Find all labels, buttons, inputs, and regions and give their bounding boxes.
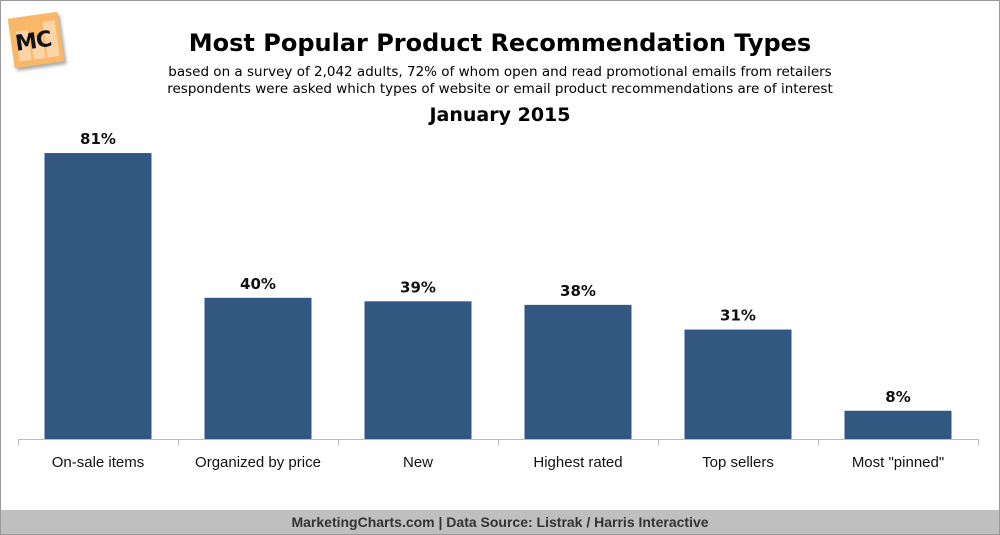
category-label: On-sale items [52, 454, 145, 471]
bar-2 [364, 301, 472, 439]
bar-chart: 81% On-sale items 40% Organized by price 39%… [18, 130, 979, 471]
category-label: New [403, 454, 433, 471]
bar-4 [684, 329, 792, 439]
bar-5 [844, 410, 952, 439]
data-label: 38% [560, 282, 596, 300]
data-label: 39% [400, 278, 436, 296]
chart-subtitle-1: based on a survey of 2,042 adults, 72% o… [168, 64, 832, 80]
chart-date: January 2015 [429, 104, 571, 126]
data-label: 31% [720, 307, 756, 325]
category-label: Highest rated [533, 454, 622, 471]
bar-1 [204, 297, 312, 439]
category-label: Most "pinned" [852, 454, 944, 471]
category-label: Organized by price [195, 454, 321, 471]
data-label: 40% [240, 275, 276, 293]
chart-subtitle-2: respondents were asked which types of we… [167, 81, 833, 97]
data-label: 81% [80, 130, 116, 148]
chart-title: Most Popular Product Recommendation Type… [188, 29, 812, 57]
footer-source: MarketingCharts.com | Data Source: Listr… [1, 510, 999, 534]
bar-0 [44, 153, 152, 439]
category-label: Top sellers [702, 454, 774, 471]
data-label: 8% [885, 388, 910, 406]
bar-3 [524, 304, 632, 439]
